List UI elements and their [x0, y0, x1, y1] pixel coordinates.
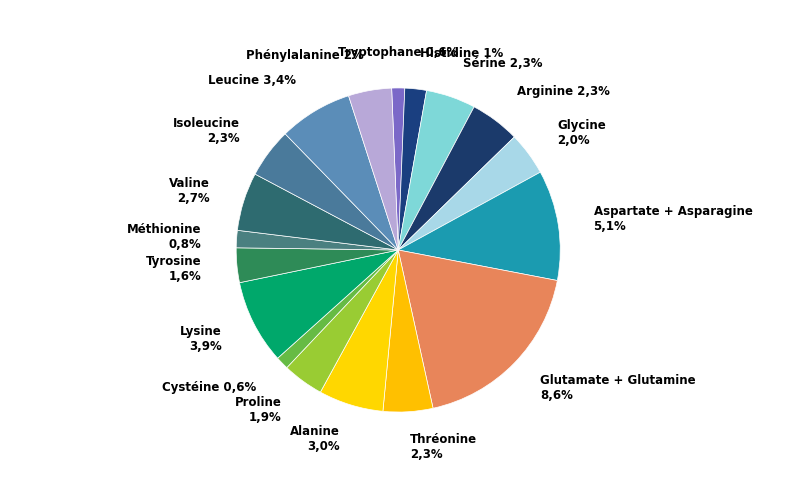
- Wedge shape: [286, 250, 398, 392]
- Wedge shape: [236, 230, 398, 250]
- Text: Arginine 2,3%: Arginine 2,3%: [517, 86, 610, 98]
- Text: Thréonine
2,3%: Thréonine 2,3%: [410, 434, 478, 462]
- Text: Sérine 2,3%: Sérine 2,3%: [462, 56, 542, 70]
- Wedge shape: [286, 96, 398, 250]
- Text: Histidine 1%: Histidine 1%: [419, 47, 503, 60]
- Text: Glutamate + Glutamine
8,6%: Glutamate + Glutamine 8,6%: [540, 374, 695, 402]
- Text: Lysine
3,9%: Lysine 3,9%: [180, 325, 222, 353]
- Text: Alanine
3,0%: Alanine 3,0%: [290, 425, 340, 453]
- Text: Glycine
2,0%: Glycine 2,0%: [558, 118, 606, 146]
- Wedge shape: [383, 250, 433, 412]
- Wedge shape: [398, 137, 540, 250]
- Text: Cystéine 0,6%: Cystéine 0,6%: [162, 382, 257, 394]
- Wedge shape: [398, 107, 514, 250]
- Wedge shape: [239, 250, 398, 358]
- Text: Tyrosine
1,6%: Tyrosine 1,6%: [146, 254, 202, 282]
- Text: Aspartate + Asparagine
5,1%: Aspartate + Asparagine 5,1%: [594, 206, 752, 234]
- Wedge shape: [255, 134, 398, 250]
- Wedge shape: [236, 248, 398, 282]
- Text: Phénylalanine 2%: Phénylalanine 2%: [246, 49, 364, 62]
- Wedge shape: [320, 250, 398, 412]
- Wedge shape: [349, 88, 398, 250]
- Text: Leucine 3,4%: Leucine 3,4%: [208, 74, 296, 87]
- Text: Valine
2,7%: Valine 2,7%: [169, 176, 210, 204]
- Text: Tryptophane 0,6%: Tryptophane 0,6%: [338, 46, 458, 59]
- Wedge shape: [398, 88, 426, 250]
- Wedge shape: [398, 90, 474, 250]
- Text: Isoleucine
2,3%: Isoleucine 2,3%: [173, 118, 240, 146]
- Text: Proline
1,9%: Proline 1,9%: [235, 396, 282, 424]
- Wedge shape: [398, 172, 560, 281]
- Wedge shape: [398, 250, 558, 408]
- Wedge shape: [392, 88, 405, 250]
- Wedge shape: [238, 174, 398, 250]
- Text: Méthionine
0,8%: Méthionine 0,8%: [126, 222, 201, 250]
- Wedge shape: [278, 250, 398, 368]
